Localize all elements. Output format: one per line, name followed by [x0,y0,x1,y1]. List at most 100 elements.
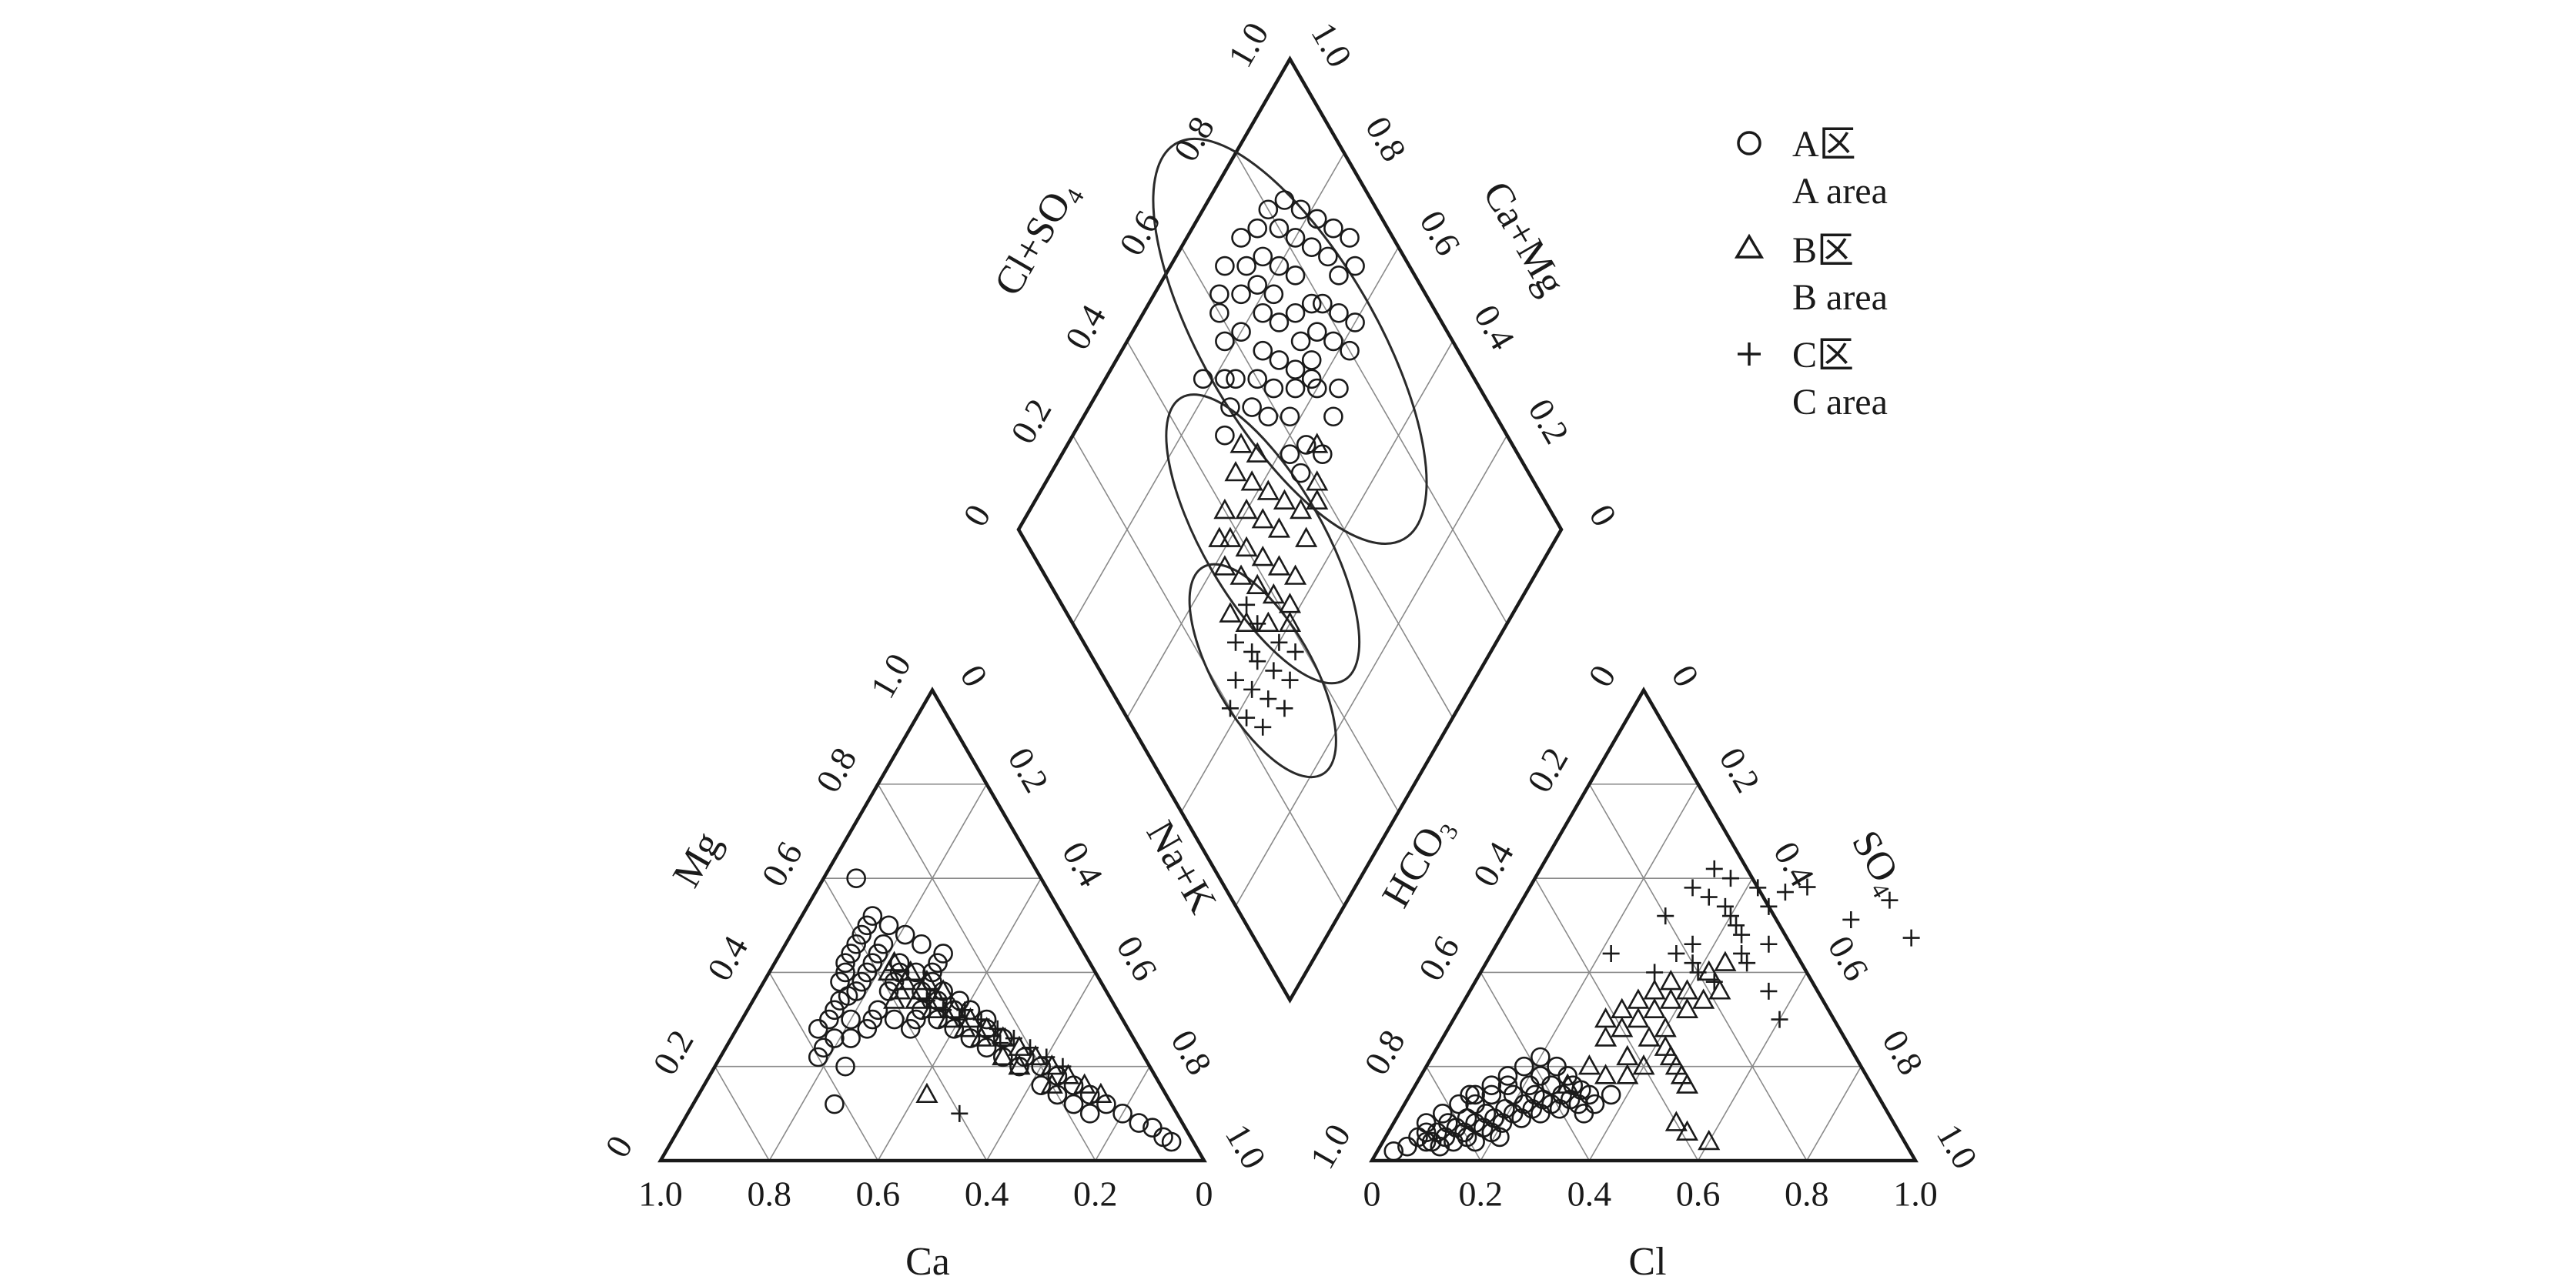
a-area-diamond-point [1253,246,1273,267]
c-area-diamond-point [1221,700,1239,717]
a-area-cation-point [825,1028,845,1048]
a-area-anion-point [1416,1113,1437,1133]
b-area-diamond-point [1208,526,1231,547]
c-area-diamond-point [1238,596,1256,613]
a-area-anion-point [1557,1066,1577,1086]
a-area-anion-point [1444,1131,1464,1152]
cation-bottom-tick-label: 0.6 [856,1174,901,1214]
cation-left-axis-label: Mg [664,824,730,894]
diamond-right-tick-label: 0 [1581,498,1624,533]
c-area-anion-point [1705,860,1723,877]
a-area-anion-point [1519,1075,1540,1095]
a-area-diamond-point [1269,350,1290,370]
a-area-cation-point [835,962,855,983]
b-area-diamond-point [1213,498,1236,520]
b-area-anion-point [1654,1017,1677,1037]
c-area-cation-point [935,1001,952,1019]
b-area-diamond-point [1224,460,1247,482]
anion-left-tick-label: 0.4 [1465,835,1521,893]
a-area-cation-point [819,1009,839,1030]
diamond-left-tick-label: 0.8 [1166,110,1222,168]
c-area-diamond-point [1249,615,1266,633]
a-area-diamond-point [1301,293,1322,314]
diamond-left-tick-label: 1.0 [1220,15,1276,73]
c-area-anion-point [1684,954,1701,972]
cation-bottom-axis-label: Ca [905,1240,950,1279]
b-area-cation-point [915,969,938,991]
cation-bottom-tick-label: 0.8 [747,1174,791,1214]
a-area-anion-point [1432,1104,1453,1124]
a-area-anion-point [1563,1075,1584,1095]
anion-left-tick-label: 1.0 [1302,1118,1358,1175]
a-area-diamond-point [1269,312,1290,332]
c-area-cation-point [1054,1057,1072,1075]
a-area-cation-point [1079,1104,1100,1124]
b-area-anion-point [1611,1017,1634,1037]
b-area-cation-point [899,960,922,981]
a-area-cation-point [808,1047,828,1067]
c-area-anion-point [1721,870,1739,887]
a-area-diamond-point [1280,444,1300,464]
cation-right-tick-label: 0.8 [1163,1024,1219,1081]
c-area-cation-point [1022,1039,1039,1057]
a-area-diamond-point [1242,397,1262,417]
c-area-diamond-point [1254,718,1272,736]
b-area-anion-point [1643,997,1666,1019]
b-area-diamond-point [1246,442,1269,463]
a-area-diamond-point [1313,293,1333,314]
a-area-cation-point [976,1037,997,1058]
cation-triangle-frame [657,687,1207,1163]
c-area-anion-point [1902,929,1920,947]
a-area-cation-point [900,1019,921,1039]
a-area-cation-point [933,944,953,964]
a-area-diamond-point [1345,312,1365,332]
anion-right-tick-label: 1.0 [1929,1118,1986,1175]
a-area-anion-point [1416,1122,1437,1143]
b-area-anion-point [1577,1054,1601,1075]
b-area-anion-point [1616,1064,1639,1084]
a-area-anion-point [1497,1075,1518,1095]
b-area-anion-point [1675,997,1699,1019]
anion-bottom-tick-label: 0.8 [1785,1174,1829,1214]
b-area-anion-point [1659,988,1682,1009]
b-area-cation-point [1089,1082,1112,1104]
a-area-anion-point [1449,1094,1469,1114]
a-area-anion-point [1584,1094,1605,1114]
legend-marker-circle [1737,131,1761,155]
diamond-grid-line [1180,246,1454,718]
a-area-cation-point [868,1000,888,1021]
legend-marker-plus [1738,342,1761,366]
a-area-cation-point [928,953,948,974]
c-area-cation-point [1038,1048,1055,1066]
b-area-diamond-point [1267,555,1290,576]
c-area-anion-point [1700,888,1718,906]
a-area-cation-point [1129,1113,1149,1133]
anion-left-axis-label: HCO3 [1374,809,1464,917]
hco3-subscript: 3 [1434,819,1464,844]
a-area-anion-point [1525,1084,1545,1105]
diamond-frame [1016,55,1564,1004]
b-area-anion-point [1714,951,1737,971]
a-area-diamond-point [1253,340,1273,361]
a-area-diamond-point [1269,218,1290,239]
a-area-cation-point [835,953,855,974]
anion-left-tick-label: 0 [1581,658,1624,693]
b-area-diamond-point [1256,479,1280,500]
cation-triangle-grid-line [714,1066,770,1161]
legend-label-a-en: A area [1792,171,1888,212]
b-area-diamond-point [1229,433,1253,453]
c-area-diamond-point [1243,643,1261,660]
a-area-cation-point [889,953,910,974]
cation-triangle-grid-line [1095,1066,1151,1161]
anion-left-tick-label: 0.6 [1410,929,1467,987]
c-area-anion-point [1646,964,1664,981]
b-area-cation-point [1073,1073,1096,1094]
c-area-diamond-point [1276,700,1293,717]
c-area-anion-point [1733,944,1751,962]
a-area-anion-point [1541,1075,1561,1095]
a-area-anion-point [1465,1094,1485,1114]
c-area-diamond-point [1260,690,1277,708]
a-area-diamond-point [1263,284,1284,305]
c-area-diamond-point [1227,633,1244,651]
